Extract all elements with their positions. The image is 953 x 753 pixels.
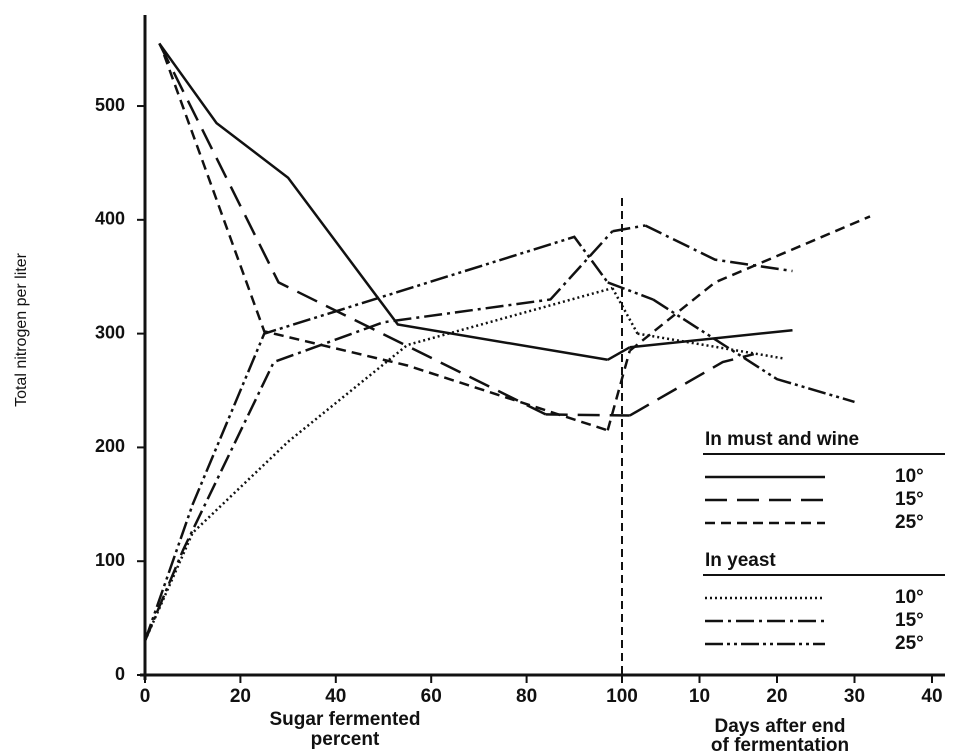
x2-tick-label: 30 xyxy=(844,686,865,707)
y-tick-label: 0 xyxy=(115,664,125,684)
series-line xyxy=(164,55,608,431)
series-line xyxy=(159,43,545,414)
y-tick-label: 100 xyxy=(95,550,125,570)
chart: 0 100 200 300 400 500 0 20 40 60 80 100 10 20 30 40 Tota… xyxy=(0,0,953,753)
series-connector xyxy=(608,282,653,299)
series-connector xyxy=(608,347,630,360)
series-line xyxy=(159,43,607,359)
series-line xyxy=(145,231,612,641)
series-line xyxy=(145,288,612,641)
legend-label: 25° xyxy=(895,512,924,533)
legend-title: In must and wine xyxy=(705,429,859,450)
series-line xyxy=(145,237,608,641)
x-tick-label: 100 xyxy=(606,686,638,707)
y-tick-label: 500 xyxy=(95,95,125,115)
x2-tick-label: 20 xyxy=(766,686,787,707)
x2-axis-label: of fermentation xyxy=(711,735,849,753)
x2-tick-label: 10 xyxy=(689,686,710,707)
y-axis-label: Total nitrogen per liter xyxy=(13,252,30,407)
x-tick-label: 80 xyxy=(516,686,537,707)
x-tick-label: 40 xyxy=(325,686,346,707)
y-tick-label: 400 xyxy=(95,209,125,229)
series-line xyxy=(630,330,793,347)
series-line xyxy=(638,334,785,359)
x-axis-label: Sugar fermented xyxy=(270,709,421,730)
x-tick-label: 0 xyxy=(140,686,151,707)
x-axis-label: percent xyxy=(311,729,380,750)
series-line xyxy=(645,226,792,272)
series-connector xyxy=(612,226,645,232)
legend-title: In yeast xyxy=(705,550,776,571)
x-tick-label: 60 xyxy=(421,686,442,707)
series-line xyxy=(630,354,754,415)
legend-label: 10° xyxy=(895,466,924,487)
x2-tick-label: 40 xyxy=(921,686,942,707)
series-connector xyxy=(612,288,637,334)
series-line xyxy=(653,299,855,401)
series-connector xyxy=(608,351,630,431)
x2-axis-label: Days after end xyxy=(715,716,846,737)
legend-label: 10° xyxy=(895,587,924,608)
legend-label: 15° xyxy=(895,610,924,631)
legend-label: 15° xyxy=(895,489,924,510)
y-tick-label: 200 xyxy=(95,436,125,456)
y-tick-label: 300 xyxy=(95,322,125,342)
legend-label: 25° xyxy=(895,633,924,654)
x-tick-label: 20 xyxy=(230,686,251,707)
